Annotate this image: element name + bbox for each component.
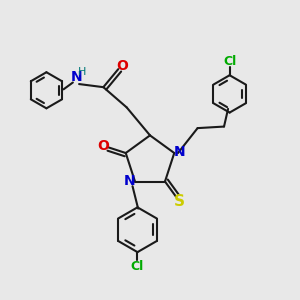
Text: N: N — [124, 174, 136, 188]
Text: Cl: Cl — [131, 260, 144, 273]
Text: N: N — [173, 145, 185, 159]
Text: S: S — [174, 194, 185, 209]
Text: N: N — [71, 70, 82, 84]
Text: O: O — [97, 139, 109, 153]
Text: O: O — [116, 59, 128, 73]
Text: H: H — [78, 67, 86, 77]
Text: Cl: Cl — [223, 55, 236, 68]
